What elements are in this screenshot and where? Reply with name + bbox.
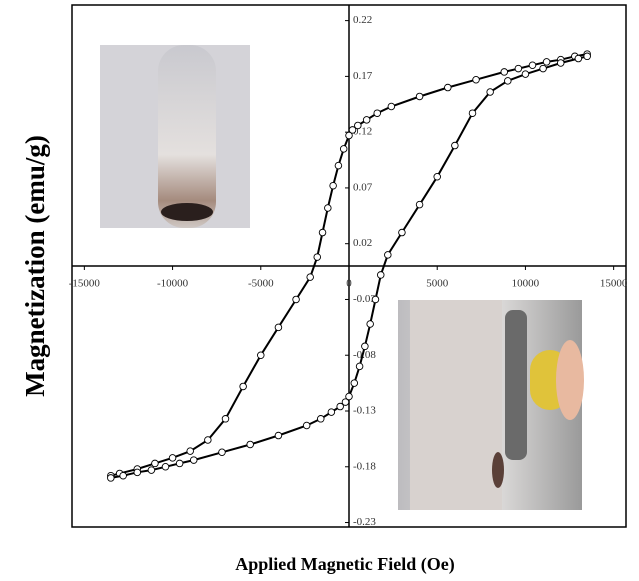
data-point: [574, 54, 583, 63]
data-point: [341, 398, 350, 406]
data-point: [348, 126, 357, 134]
y-tick-label: -0.03: [353, 293, 376, 305]
x-tick-label: -5000: [248, 278, 274, 290]
x-tick-label: 0: [346, 278, 352, 290]
data-point: [147, 466, 156, 474]
data-point: [218, 448, 226, 457]
data-point: [204, 436, 212, 444]
data-point: [542, 58, 551, 66]
data-point: [415, 92, 424, 101]
y-tick-label: -0.13: [353, 405, 376, 417]
data-point: [384, 251, 392, 259]
data-point: [221, 415, 230, 423]
data-point: [133, 468, 142, 477]
y-tick-label: 0.02: [353, 237, 372, 249]
data-point: [472, 75, 480, 84]
data-point: [433, 173, 441, 181]
x-tick-label: -10000: [157, 278, 189, 290]
data-point: [500, 68, 509, 76]
data-point: [366, 320, 374, 328]
data-point: [468, 109, 477, 117]
data-point: [329, 181, 337, 190]
y-tick-label: 0.22: [353, 14, 372, 26]
data-point: [292, 295, 300, 304]
photo-right: [398, 300, 584, 510]
data-point: [451, 141, 459, 150]
x-tick-label: -15000: [69, 278, 101, 290]
y-tick-label: -0.18: [353, 460, 376, 472]
data-point: [504, 77, 512, 85]
data-point: [371, 295, 380, 304]
data-point: [486, 88, 494, 96]
data-point: [539, 64, 547, 73]
data-point: [186, 447, 194, 455]
data-point: [161, 463, 170, 471]
data-point: [318, 228, 327, 237]
data-point: [274, 323, 283, 332]
data-point: [336, 402, 344, 411]
data-point: [528, 61, 537, 69]
data-point: [107, 474, 115, 482]
data-point: [361, 342, 369, 351]
x-tick-label: 5000: [426, 278, 449, 290]
data-point: [324, 204, 332, 212]
data-point: [334, 161, 343, 170]
data-point: [521, 70, 530, 78]
data-point: [355, 362, 364, 371]
data-point: [313, 253, 321, 261]
data-point: [257, 351, 265, 359]
y-tick-label: 0.07: [353, 181, 373, 193]
photo-left: [100, 45, 250, 228]
data-point: [306, 273, 314, 281]
data-point: [168, 454, 177, 462]
data-point: [398, 228, 406, 237]
x-tick-label: 15000: [600, 278, 628, 290]
y-tick-label: 0.17: [353, 70, 373, 82]
data-point: [119, 471, 127, 480]
data-point: [444, 83, 452, 92]
data-point: [373, 109, 381, 117]
data-point: [327, 408, 336, 416]
data-point: [302, 421, 311, 430]
data-point: [350, 379, 359, 387]
data-point: [583, 52, 591, 61]
data-point: [362, 116, 371, 124]
data-point: [274, 431, 283, 440]
x-axis-title: Applied Magnetic Field (Oe): [235, 554, 454, 575]
data-point: [175, 459, 184, 468]
y-axis-title: Magnetization (emu/g): [20, 135, 50, 397]
y-tick-label: -0.08: [353, 349, 376, 361]
data-point: [189, 456, 198, 464]
data-point: [339, 145, 348, 153]
data-point: [377, 271, 385, 279]
data-point: [345, 392, 353, 401]
data-point: [556, 59, 565, 67]
data-point: [345, 131, 353, 140]
y-tick-label: -0.23: [353, 516, 376, 528]
data-point: [151, 459, 159, 468]
data-point: [354, 121, 362, 130]
x-tick-label: 10000: [512, 278, 540, 290]
data-point: [246, 440, 254, 449]
data-point: [239, 382, 247, 391]
data-point: [415, 200, 424, 209]
data-point: [317, 415, 325, 423]
data-point: [387, 102, 396, 111]
data-point: [514, 64, 523, 73]
